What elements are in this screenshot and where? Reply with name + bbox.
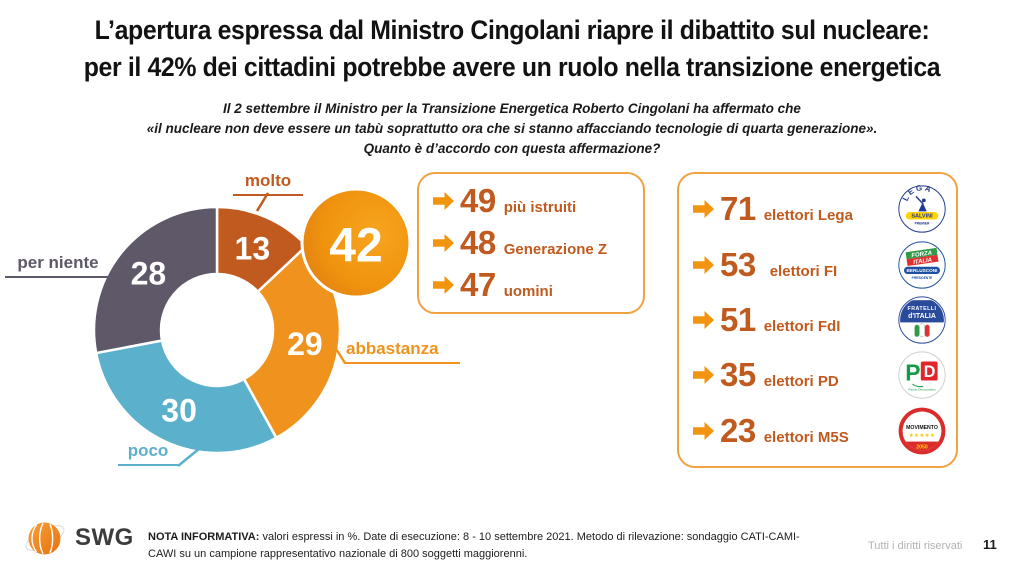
electorate-box: 71 elettori Lega LEGA SALVINI PREMIER 53 e…	[677, 172, 958, 468]
donut-segment-per-niente	[92, 205, 219, 355]
stat-value: 53	[720, 245, 756, 283]
subtitle-line-3: Quanto è d’accordo con questa affermazio…	[363, 141, 661, 156]
stat-label: più istruiti	[503, 199, 577, 216]
swg-brand-text: SWG	[75, 524, 134, 551]
donut-value-abbastanza: 29	[287, 326, 323, 362]
stat-row: 23 elettori M5S MOVIMENTO ★★★★★ 2050	[693, 407, 946, 455]
note-text: valori espressi in %. Date di esecuzione…	[148, 531, 800, 560]
donut-value-per-niente: 28	[131, 255, 167, 291]
svg-text:D: D	[924, 363, 936, 381]
svg-text:PREMIER: PREMIER	[915, 222, 930, 226]
donut-label-molto: molto	[233, 171, 303, 196]
stat-label: elettori FdI	[763, 317, 841, 335]
stat-value: 48	[460, 224, 496, 261]
stat-value: 71	[720, 190, 756, 228]
svg-text:BERLUSCONI: BERLUSCONI	[907, 268, 938, 273]
highlight-circle	[300, 187, 412, 299]
callout-line-per-niente	[109, 257, 134, 278]
right-arrow-icon	[433, 192, 454, 210]
callout-line-poco	[177, 443, 206, 467]
page-number: 11	[983, 537, 997, 552]
svg-text:Partito Democratico: Partito Democratico	[908, 388, 936, 392]
subtitle-line-2: «il nucleare non deve essere un tabù sop…	[146, 121, 878, 136]
title-line-2: per il 42% dei cittadini potrebbe avere …	[83, 52, 941, 82]
donut-segment-abbastanza	[242, 244, 342, 440]
donut-segments: 13 29 30 28	[92, 205, 342, 455]
title-line-1: L’apertura espressa dal Ministro Cingola…	[94, 15, 930, 45]
stat-label: elettori PD	[763, 373, 839, 391]
donut-label-poco: poco	[118, 441, 178, 466]
donut-value-molto: 13	[235, 230, 271, 266]
donut-label-per-niente: per niente	[5, 253, 111, 278]
stat-row: 49 più istruiti	[433, 182, 629, 220]
methodology-note: NOTA INFORMATIVA: valori espressi in %. …	[148, 529, 813, 562]
stat-label: elettori Lega	[763, 207, 853, 225]
stat-value: 49	[460, 182, 496, 219]
forza-italia-logo: FORZA ITALIA BERLUSCONI PRESIDENTE	[898, 241, 946, 289]
stat-row: 47 uomini	[433, 266, 629, 304]
swg-logo: SWG	[22, 515, 134, 561]
pd-logo: P D Partito Democratico	[898, 351, 946, 399]
stat-label: elettori FI	[769, 262, 838, 280]
svg-text:ITALIA: ITALIA	[913, 257, 933, 266]
stat-label: uomini	[503, 283, 553, 300]
fratelli-ditalia-logo: FRATELLI d'ITALIA	[898, 296, 946, 344]
svg-text:MOVIMENTO: MOVIMENTO	[906, 425, 938, 431]
slide-subtitle: Il 2 settembre il Ministro per la Transi…	[0, 99, 1024, 159]
stat-row: 35 elettori PD P D Partito Democratico	[693, 351, 946, 399]
stat-value: 51	[720, 300, 756, 338]
svg-text:d'ITALIA: d'ITALIA	[908, 313, 936, 320]
right-arrow-icon	[433, 276, 454, 294]
swg-globe-icon	[25, 522, 65, 555]
right-arrow-icon	[693, 310, 714, 329]
stat-row: 51 elettori FdI FRATELLI d'ITALIA	[693, 296, 946, 344]
stat-label: Generazione Z	[503, 241, 608, 258]
slide-title: L’apertura espressa dal Ministro Cingola…	[0, 12, 1024, 86]
callout-line-molto	[255, 192, 270, 212]
m5s-logo: MOVIMENTO ★★★★★ 2050	[898, 407, 946, 455]
donut-value-poco: 30	[161, 393, 197, 429]
stat-label: elettori M5S	[763, 428, 849, 446]
svg-text:★★★★★: ★★★★★	[909, 433, 936, 439]
svg-text:2050: 2050	[916, 444, 928, 450]
demographics-box: 49 più istruiti 48 Generazione Z 47 uomini	[417, 172, 645, 314]
subtitle-line-1: Il 2 settembre il Ministro per la Transi…	[223, 101, 801, 116]
right-arrow-icon	[433, 234, 454, 252]
right-arrow-icon	[693, 255, 714, 274]
callout-line-abbastanza	[329, 340, 347, 364]
stat-value: 35	[720, 356, 756, 394]
svg-text:P: P	[905, 360, 920, 386]
right-arrow-icon	[693, 366, 714, 385]
donut-segment-poco	[94, 339, 278, 455]
right-arrow-icon	[693, 200, 714, 219]
stat-row: 53 elettori FI FORZA ITALIA BERLUSCONI PR…	[693, 241, 946, 289]
rights-text: Tutti i diritti riservati	[868, 540, 963, 552]
highlight-value: 42	[329, 220, 382, 273]
stat-value: 47	[460, 266, 496, 303]
svg-text:FRATELLI: FRATELLI	[908, 306, 937, 312]
stat-value: 23	[720, 411, 756, 449]
donut-label-abbastanza: abbastanza	[344, 339, 460, 364]
svg-text:FORZA: FORZA	[911, 250, 932, 259]
lega-logo: LEGA SALVINI PREMIER	[898, 185, 946, 233]
svg-text:SALVINI: SALVINI	[911, 214, 933, 220]
stat-row: 48 Generazione Z	[433, 224, 629, 262]
svg-text:PRESIDENTE: PRESIDENTE	[912, 275, 934, 279]
right-arrow-icon	[693, 421, 714, 440]
note-label: NOTA INFORMATIVA:	[148, 531, 260, 543]
stat-row: 71 elettori Lega LEGA SALVINI PREMIER	[693, 185, 946, 233]
